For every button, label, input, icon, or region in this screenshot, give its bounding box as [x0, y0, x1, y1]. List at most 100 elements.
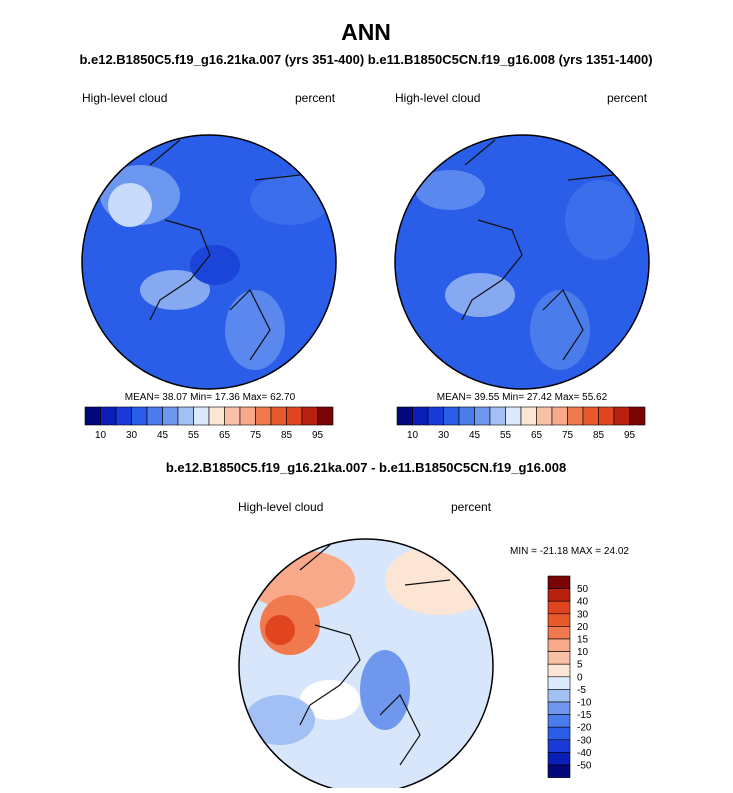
- colorbar-label: 10: [407, 430, 419, 441]
- colorbar-box: [505, 406, 522, 426]
- colorbar-box: [286, 406, 303, 426]
- colorbar-box: [547, 613, 571, 627]
- colorbar-box: [474, 406, 491, 426]
- colorbar-box: [567, 406, 584, 426]
- colorbar-box: [146, 406, 163, 426]
- colorbar-box: [582, 406, 599, 426]
- stats: MEAN= 38.07 Min= 17.36 Max= 62.70: [125, 392, 296, 403]
- colorbar-label: 30: [577, 609, 589, 620]
- units-label: percent: [607, 91, 648, 105]
- colorbar-box: [489, 406, 506, 426]
- colorbar-box: [412, 406, 429, 426]
- stats: MEAN= 39.55 Min= 27.42 Max= 55.62: [437, 392, 608, 403]
- variable-label: High-level cloud: [395, 91, 480, 105]
- colorbar-box: [270, 406, 287, 426]
- colorbar-box: [520, 406, 537, 426]
- map-left: [82, 135, 336, 389]
- colorbar-label: -20: [577, 723, 592, 734]
- colorbar-label: 65: [531, 430, 543, 441]
- colorbar-box: [551, 406, 568, 426]
- map-difference: [239, 539, 493, 793]
- colorbar-label: 45: [469, 430, 481, 441]
- units-label: percent: [295, 91, 336, 105]
- colorbar-box: [239, 406, 256, 426]
- colorbar-label: -40: [577, 748, 592, 759]
- map-border: [394, 134, 650, 390]
- colorbar-box: [598, 406, 615, 426]
- colorbar-label: 85: [281, 430, 293, 441]
- colorbar-label: 10: [95, 430, 107, 441]
- colorbar-box: [193, 406, 210, 426]
- colorbar-box: [547, 663, 571, 678]
- colorbar-label: -15: [577, 710, 592, 721]
- colorbar-box: [547, 676, 571, 690]
- colorbar-label: 95: [312, 430, 324, 441]
- map-right: [395, 135, 649, 389]
- colorbar-box: [547, 714, 571, 728]
- colorbar-box: [536, 406, 553, 426]
- colorbar: 10 30 45 55 65 75 85 95: [396, 406, 646, 441]
- colorbar-label: 45: [157, 430, 169, 441]
- map-border: [238, 538, 494, 793]
- colorbar-label: 55: [500, 430, 512, 441]
- colorbar-label: 55: [188, 430, 200, 441]
- colorbar-box: [547, 764, 571, 778]
- colorbar-label: -30: [577, 735, 592, 746]
- colorbar-box: [547, 638, 571, 652]
- colorbar-box: [131, 406, 148, 426]
- variable-label: High-level cloud: [82, 91, 167, 105]
- colorbar-box: [255, 406, 272, 426]
- colorbar-label: 40: [577, 597, 589, 608]
- colorbar-box: [100, 406, 117, 426]
- map-border: [81, 134, 337, 390]
- colorbar-box: [115, 406, 132, 426]
- variable-label: High-level cloud: [238, 500, 323, 514]
- colorbar-label: 10: [577, 647, 589, 658]
- colorbar-box: [301, 406, 318, 426]
- colorbar-box: [547, 588, 571, 602]
- stats: MIN = -21.18 MAX = 24.02: [510, 546, 629, 557]
- colorbar-box: [547, 651, 571, 665]
- colorbar-box: [629, 406, 646, 426]
- colorbar-box: [208, 406, 225, 426]
- colorbar-box: [458, 406, 475, 426]
- colorbar-box: [547, 739, 571, 753]
- colorbar-label: 15: [577, 635, 589, 646]
- colorbar-box: [547, 726, 571, 741]
- difference-title: b.e12.B1850C5.f19_g16.21ka.007 - b.e11.B…: [166, 460, 566, 475]
- colorbar-box: [162, 406, 179, 426]
- colorbar-box: [427, 406, 444, 426]
- colorbar-box: [547, 575, 571, 589]
- colorbar-box: [224, 406, 241, 426]
- colorbar-label: 65: [219, 430, 231, 441]
- colorbar-label: 30: [126, 430, 138, 441]
- colorbar-label: 95: [624, 430, 636, 441]
- units-label: percent: [451, 500, 492, 514]
- colorbar-label: -10: [577, 698, 592, 709]
- colorbar-box: [84, 406, 101, 426]
- colorbar-box: [613, 406, 630, 426]
- colorbar-box: [547, 626, 571, 640]
- colorbar-label: 30: [438, 430, 450, 441]
- colorbar-label: 85: [593, 430, 605, 441]
- title: ANN: [341, 19, 391, 45]
- colorbar-box: [547, 689, 571, 703]
- colorbar-label: -50: [577, 761, 592, 772]
- colorbar-box: [547, 600, 571, 615]
- colorbar-label: 20: [577, 622, 589, 633]
- colorbar-label: 50: [577, 584, 589, 595]
- colorbar-box: [547, 701, 571, 715]
- colorbar-label: 75: [562, 430, 574, 441]
- colorbar-label: 5: [577, 660, 583, 671]
- colorbar-box: [443, 406, 460, 426]
- colorbar-box: [547, 752, 571, 766]
- colorbar-label: 75: [250, 430, 262, 441]
- colorbar-label: -5: [577, 685, 586, 696]
- subtitle: b.e12.B1850C5.f19_g16.21ka.007 (yrs 351-…: [79, 52, 652, 67]
- colorbar-label: 0: [577, 672, 583, 683]
- colorbar-box: [317, 406, 334, 426]
- colorbar-box: [177, 406, 194, 426]
- colorbar: 10 30 45 55 65 75 85 95: [84, 406, 334, 441]
